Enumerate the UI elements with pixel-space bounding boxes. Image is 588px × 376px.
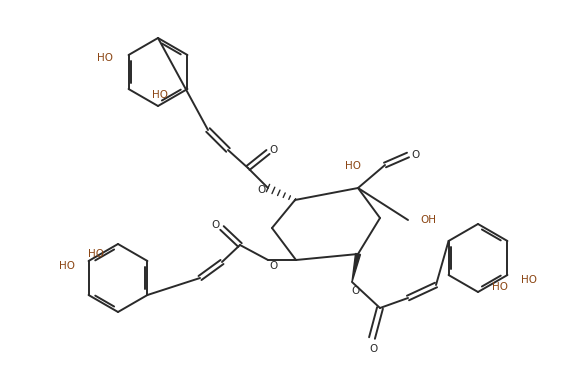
Text: O: O [412, 150, 420, 160]
Text: O: O [270, 145, 278, 155]
Text: O: O [370, 344, 378, 354]
Text: HO: HO [152, 90, 168, 100]
Text: O: O [352, 286, 360, 296]
Text: HO: HO [59, 261, 75, 271]
Text: O: O [211, 220, 219, 230]
Text: HO: HO [88, 249, 104, 259]
Text: HO: HO [96, 53, 112, 63]
Text: O: O [257, 185, 265, 195]
Polygon shape [352, 253, 360, 282]
Text: HO: HO [492, 282, 508, 292]
Text: OH: OH [420, 215, 436, 225]
Text: O: O [270, 261, 278, 271]
Text: HO: HO [522, 275, 537, 285]
Text: HO: HO [345, 161, 361, 171]
